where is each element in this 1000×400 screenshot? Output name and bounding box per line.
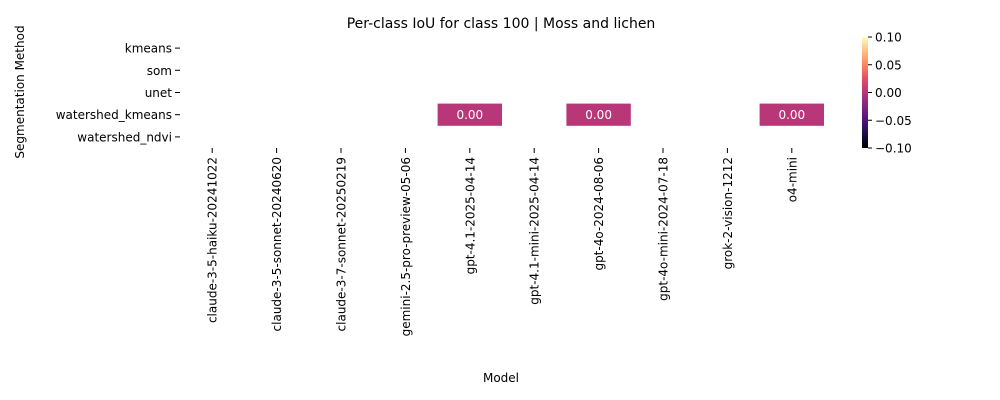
colorbar-tick-label: 0.10	[875, 31, 902, 45]
x-tick-label: gpt-4o-2024-08-06	[592, 157, 606, 271]
heatmap-cell	[437, 103, 502, 126]
y-axis-label: Segmentation Method	[13, 25, 27, 158]
heatmap-cells: 0.00 0.00 0.00	[437, 103, 824, 126]
x-tick-label: claude-3-5-haiku-20241022	[206, 157, 220, 323]
colorbar: 0.10 0.05 0.00 −0.05 −0.10	[862, 31, 912, 156]
y-tick-label: kmeans	[125, 42, 172, 56]
x-axis-label: Model	[483, 371, 519, 385]
y-tick-label: som	[147, 64, 172, 78]
y-tick-label: unet	[145, 86, 173, 100]
colorbar-tick-label: −0.05	[875, 114, 912, 128]
x-tick-label: gpt-4o-mini-2024-07-18	[657, 157, 671, 301]
x-axis-ticks: claude-3-5-haiku-20241022 claude-3-5-sonn…	[206, 148, 799, 336]
colorbar-ticks: 0.10 0.05 0.00 −0.05 −0.10	[868, 31, 912, 156]
colorbar-tick-label: 0.00	[875, 86, 902, 100]
colorbar-tick-label: −0.10	[875, 142, 912, 156]
x-tick-label: gemini-2.5-pro-preview-05-06	[399, 157, 413, 336]
heatmap-cell	[566, 103, 631, 126]
x-tick-label: gpt-4.1-mini-2025-04-14	[528, 157, 542, 305]
cell-value-label: 0.00	[456, 108, 483, 122]
colorbar-gradient	[862, 37, 868, 148]
colorbar-tick-label: 0.05	[875, 58, 902, 72]
x-tick-label: o4-mini	[785, 157, 799, 202]
x-tick-label: grok-2-vision-1212	[721, 157, 735, 269]
x-tick-label: claude-3-7-sonnet-20250219	[335, 157, 349, 331]
y-tick-label: watershed_kmeans	[56, 108, 172, 122]
heatmap-cell	[759, 103, 824, 126]
chart-title: Per-class IoU for class 100 | Moss and l…	[347, 16, 656, 32]
x-tick-label: claude-3-5-sonnet-20240620	[270, 157, 284, 331]
cell-value-label: 0.00	[585, 108, 612, 122]
y-tick-label: watershed_ndvi	[77, 130, 172, 144]
y-axis-ticks: kmeans som unet watershed_kmeans watershed_n…	[56, 42, 180, 144]
x-tick-label: gpt-4.1-2025-04-14	[463, 157, 477, 274]
cell-value-label: 0.00	[778, 108, 805, 122]
